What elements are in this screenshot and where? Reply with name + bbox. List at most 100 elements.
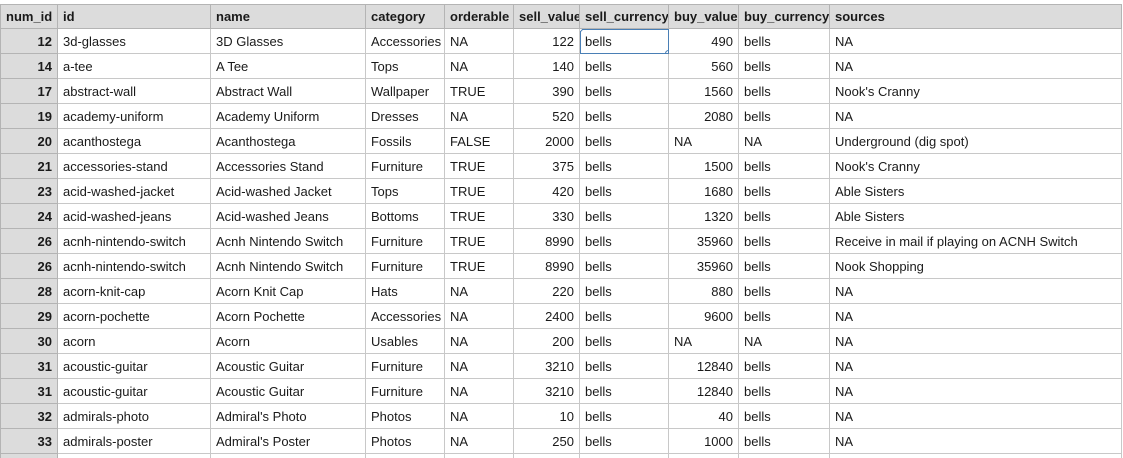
cell-name[interactable]: A Tee bbox=[210, 53, 366, 79]
cell-buy-currency[interactable]: bells bbox=[738, 278, 830, 304]
cell-id[interactable]: admirals-poster bbox=[57, 428, 211, 454]
cell-sources[interactable]: NA bbox=[829, 378, 1122, 404]
cell-sell-value[interactable]: 8990 bbox=[513, 228, 580, 254]
column-header-category[interactable]: category bbox=[365, 4, 445, 29]
cell-buy-value[interactable]: 880 bbox=[668, 278, 739, 304]
cell-sources[interactable]: Able Sisters bbox=[829, 178, 1122, 204]
cell-buy-currency[interactable]: bells bbox=[738, 53, 830, 79]
cell-sell-currency[interactable]: bells bbox=[579, 353, 669, 379]
selection-handle[interactable] bbox=[665, 50, 668, 53]
cell-orderable[interactable]: TRUE bbox=[444, 178, 514, 204]
cell-buy-currency[interactable]: bells bbox=[738, 353, 830, 379]
row-number-cell[interactable]: 26 bbox=[0, 228, 58, 254]
column-header-sell-value[interactable]: sell_value bbox=[513, 4, 580, 29]
cell-sources[interactable]: Underground (dig spot) bbox=[829, 128, 1122, 154]
cell-name[interactable]: Acid-washed Jeans bbox=[210, 203, 366, 229]
cell-buy-currency[interactable]: bells bbox=[738, 178, 830, 204]
column-header-sources[interactable]: sources bbox=[829, 4, 1122, 29]
cell-name[interactable]: Acnh Nintendo Switch bbox=[210, 228, 366, 254]
row-number-cell[interactable]: 26 bbox=[0, 253, 58, 279]
cell-sources[interactable]: Receive in mail if playing on ACNH Switc… bbox=[829, 228, 1122, 254]
selected-cell[interactable]: bells bbox=[579, 28, 669, 54]
cell-sources[interactable]: NA bbox=[829, 353, 1122, 379]
cell-sell-currency[interactable]: bells bbox=[579, 153, 669, 179]
cell-sell-value[interactable]: 390 bbox=[513, 78, 580, 104]
row-number-cell[interactable]: 14 bbox=[0, 53, 58, 79]
cell-orderable[interactable]: NA bbox=[444, 303, 514, 329]
cell-id[interactable]: abstract-wall bbox=[57, 78, 211, 104]
cell-category[interactable]: Furniture bbox=[365, 353, 445, 379]
cell-sources[interactable]: NA bbox=[829, 303, 1122, 329]
cell-orderable[interactable]: NA bbox=[444, 353, 514, 379]
cell-sources[interactable]: NA bbox=[829, 103, 1122, 129]
cell-category[interactable]: Dresses bbox=[365, 103, 445, 129]
cell-id[interactable]: admirals-photo bbox=[57, 403, 211, 429]
cell-name[interactable]: Admiral's Photo bbox=[210, 403, 366, 429]
cell-sell-currency[interactable]: bells bbox=[579, 253, 669, 279]
cell-id[interactable]: acoustic-guitar bbox=[57, 353, 211, 379]
cell-buy-currency[interactable]: bells bbox=[738, 153, 830, 179]
cell-category[interactable]: Tops bbox=[365, 53, 445, 79]
cell-sell-currency[interactable]: bells bbox=[579, 78, 669, 104]
cell-name[interactable]: Acoustic Guitar bbox=[210, 378, 366, 404]
cell-category[interactable]: Furniture bbox=[365, 253, 445, 279]
cell-category[interactable]: Bottoms bbox=[365, 203, 445, 229]
cell-buy-value[interactable]: 12840 bbox=[668, 353, 739, 379]
cell-buy-currency[interactable]: bells bbox=[738, 303, 830, 329]
cell-sell-value[interactable]: 375 bbox=[513, 153, 580, 179]
row-number-cell[interactable]: 20 bbox=[0, 128, 58, 154]
cell-sources[interactable]: NA bbox=[829, 28, 1122, 54]
cell-id[interactable]: acid-washed-jeans bbox=[57, 203, 211, 229]
cell-category[interactable]: Hats bbox=[365, 278, 445, 304]
cell-buy-value[interactable]: 1320 bbox=[668, 203, 739, 229]
cell-buy-currency[interactable]: bells bbox=[738, 378, 830, 404]
cell-buy-currency[interactable]: bells bbox=[738, 253, 830, 279]
column-header-buy-value[interactable]: buy_value bbox=[668, 4, 739, 29]
cell-sell-currency[interactable]: bells bbox=[579, 328, 669, 354]
cell-buy-currency[interactable]: bells bbox=[738, 78, 830, 104]
cell-buy-value[interactable]: NA bbox=[668, 328, 739, 354]
column-header-num-id[interactable]: num_id bbox=[0, 4, 58, 29]
cell-id[interactable]: a-tee bbox=[57, 53, 211, 79]
row-number-cell[interactable]: 31 bbox=[0, 353, 58, 379]
cell-sell-currency[interactable]: bells bbox=[579, 103, 669, 129]
cell-name[interactable]: Acanthostega bbox=[210, 128, 366, 154]
cell-category[interactable]: Usables bbox=[365, 328, 445, 354]
cell-buy-value[interactable]: 2080 bbox=[668, 103, 739, 129]
cell-name[interactable]: Admiral's Poster bbox=[210, 428, 366, 454]
cell-sources[interactable]: NA bbox=[829, 428, 1122, 454]
cell-sources[interactable]: NA bbox=[829, 278, 1122, 304]
cell-orderable[interactable]: NA bbox=[444, 28, 514, 54]
cell-id[interactable]: acorn-pochette bbox=[57, 303, 211, 329]
cell-sell-currency[interactable]: bells bbox=[579, 428, 669, 454]
cell-orderable[interactable]: TRUE bbox=[444, 203, 514, 229]
cell-id[interactable]: academy-uniform bbox=[57, 103, 211, 129]
cell-category[interactable]: Furniture bbox=[365, 228, 445, 254]
cell-name[interactable]: Accessories Stand bbox=[210, 153, 366, 179]
cell-orderable[interactable]: NA bbox=[444, 328, 514, 354]
cell-buy-value[interactable]: 40 bbox=[668, 403, 739, 429]
cell-buy-currency[interactable]: bells bbox=[738, 28, 830, 54]
cell-category[interactable]: Furniture bbox=[365, 378, 445, 404]
cell-category[interactable]: Photos bbox=[365, 428, 445, 454]
cell-category[interactable]: Wallpaper bbox=[365, 78, 445, 104]
cell-sell-value[interactable]: 520 bbox=[513, 103, 580, 129]
row-number-cell[interactable]: 17 bbox=[0, 78, 58, 104]
cell-buy-currency[interactable]: bells bbox=[738, 403, 830, 429]
cell-id[interactable]: acid-washed-jacket bbox=[57, 178, 211, 204]
column-header-sell-currency[interactable]: sell_currency bbox=[579, 4, 669, 29]
cell-id[interactable]: acorn-knit-cap bbox=[57, 278, 211, 304]
row-number-cell[interactable]: 30 bbox=[0, 328, 58, 354]
cell-category[interactable]: Tops bbox=[365, 178, 445, 204]
cell-sources[interactable]: NA bbox=[829, 53, 1122, 79]
cell-orderable[interactable]: NA bbox=[444, 378, 514, 404]
cell-buy-value[interactable]: 35960 bbox=[668, 228, 739, 254]
cell-id[interactable]: accessories-stand bbox=[57, 153, 211, 179]
cell-buy-currency[interactable]: bells bbox=[738, 103, 830, 129]
cell-name[interactable]: Acorn bbox=[210, 328, 366, 354]
cell-sell-currency[interactable]: bells bbox=[579, 278, 669, 304]
cell-category[interactable]: Fossils bbox=[365, 128, 445, 154]
cell-orderable[interactable]: FALSE bbox=[444, 128, 514, 154]
cell-orderable[interactable]: NA bbox=[444, 53, 514, 79]
cell-sell-value[interactable]: 2000 bbox=[513, 128, 580, 154]
